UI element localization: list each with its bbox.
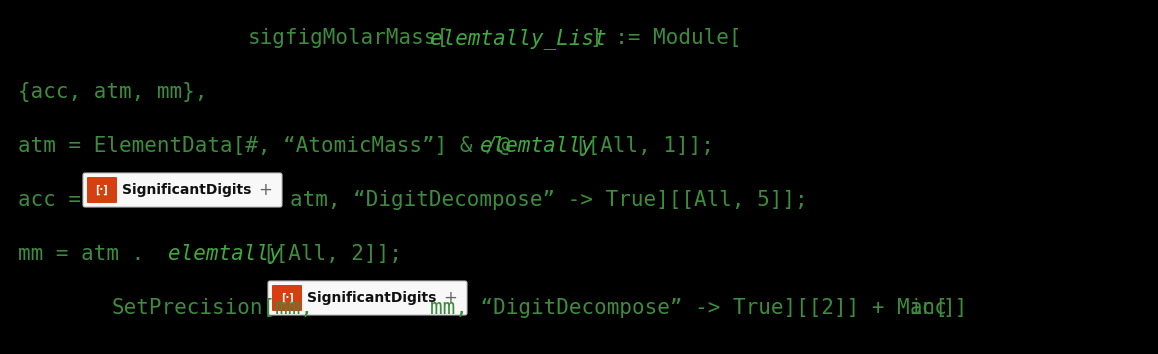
Text: elemtally: elemtally [481,136,594,156]
Text: +: + [258,181,272,199]
Text: SetPrecision[mm,: SetPrecision[mm, [112,298,314,318]
Text: [·]: [·] [96,185,109,195]
Text: acc =: acc = [19,190,81,210]
Text: +: + [444,289,457,307]
Text: SignificantDigits: SignificantDigits [307,291,437,305]
Text: elemtally: elemtally [168,244,281,264]
Text: [[All, 2]];: [[All, 2]]; [263,244,402,264]
Text: [[All, 1]];: [[All, 1]]; [576,136,713,156]
Text: [·]: [·] [280,293,293,303]
Text: {acc, atm, mm},: {acc, atm, mm}, [19,82,207,102]
FancyBboxPatch shape [272,285,302,311]
Text: elemtally_List: elemtally_List [430,28,607,49]
Text: ] := Module[: ] := Module[ [589,28,741,48]
Text: atm = ElementData[#, “AtomicMass”] & /@: atm = ElementData[#, “AtomicMass”] & /@ [19,136,523,156]
Text: SignificantDigits: SignificantDigits [122,183,251,197]
FancyBboxPatch shape [267,281,467,315]
Text: mm, “DigitDecompose” -> True][[2]] + Min[: mm, “DigitDecompose” -> True][[2]] + Min… [430,298,947,318]
FancyBboxPatch shape [87,177,117,203]
FancyBboxPatch shape [83,173,283,207]
Text: acc: acc [910,298,948,318]
Text: mm = atm .: mm = atm . [19,244,145,264]
Text: sigfigMolarMass[: sigfigMolarMass[ [248,28,450,48]
Text: ]]: ]] [941,298,967,318]
Text: atm, “DigitDecompose” -> True][[All, 5]];: atm, “DigitDecompose” -> True][[All, 5]]… [290,190,807,210]
